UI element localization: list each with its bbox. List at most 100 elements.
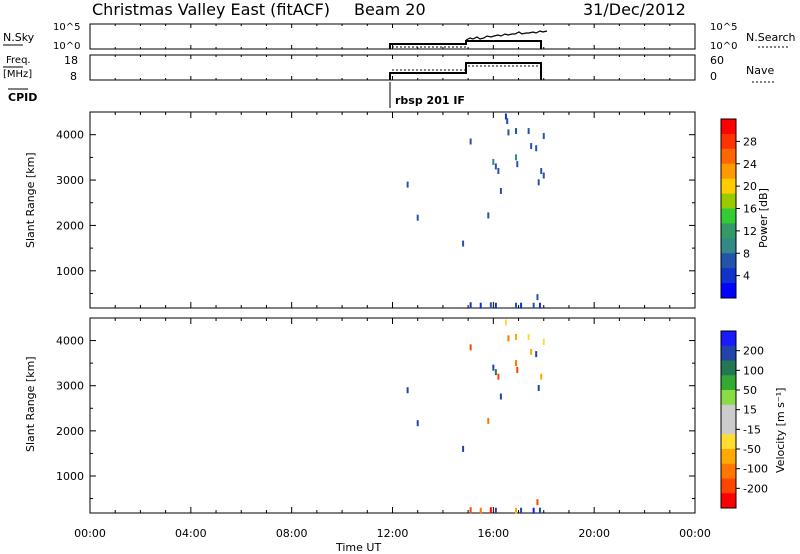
data-point (530, 348, 533, 355)
data-point (489, 302, 492, 309)
data-point (520, 302, 523, 309)
data-point (489, 507, 492, 514)
colorbar-cell (721, 419, 736, 435)
nsearch-tick-top: 10^5 (710, 22, 737, 33)
power-x-ticks (89, 112, 696, 308)
beam-title: Beam 20 (354, 0, 426, 19)
data-point (542, 172, 545, 179)
data-point (479, 302, 482, 309)
velocity-points (406, 319, 545, 514)
velocity-panel: 1000 2000 3000 4000 Slant Range [km] (24, 317, 696, 514)
freq-trace (389, 62, 542, 80)
x-tick-label: 20:00 (578, 527, 610, 540)
colorbar-label: -100 (743, 463, 768, 476)
data-point (499, 187, 502, 194)
colorbar-cell (721, 208, 736, 224)
freq-label: Freq. (6, 55, 31, 66)
data-point (416, 420, 419, 427)
data-point (536, 499, 539, 506)
freq-panel: Freq. [MHz] 18 8 60 0 Nave (3, 54, 776, 83)
x-axis-title: Time UT (335, 541, 381, 554)
data-point (515, 154, 518, 161)
data-point (499, 393, 502, 400)
x-tick-label: 00:00 (679, 527, 711, 540)
cpid-label: CPID (8, 91, 37, 104)
y-tick-label: 4000 (56, 335, 84, 348)
velocity-y-axis-label: Slant Range [km] (24, 356, 37, 452)
data-point (507, 335, 510, 342)
data-point (504, 319, 507, 326)
data-point (479, 507, 482, 514)
data-point (469, 302, 472, 309)
data-point (515, 128, 518, 135)
data-point (487, 212, 490, 219)
x-tick-label: 04:00 (175, 527, 207, 540)
data-point (532, 302, 535, 309)
colorbar-cell (721, 345, 736, 361)
data-point (520, 507, 523, 514)
data-point (538, 302, 541, 309)
power-y-axis-label: Slant Range [km] (24, 152, 37, 248)
data-point (494, 302, 497, 309)
colorbar-label: -200 (743, 482, 768, 495)
time-axis-labels: 00:00 04:00 08:00 12:00 16:00 20:00 00:00 (74, 24, 711, 540)
x-tick-label: 16:00 (477, 527, 509, 540)
nave-tick-bottom: 0 (710, 70, 717, 83)
data-point (536, 294, 539, 301)
nave-label: Nave (746, 64, 774, 77)
data-point (469, 507, 472, 514)
colorbar-cell (721, 223, 736, 239)
x-tick-label: 00:00 (74, 527, 106, 540)
data-point (494, 507, 497, 514)
colorbar-cell (721, 193, 736, 209)
data-point (537, 179, 540, 186)
data-point (537, 384, 540, 391)
power-panel: 1000 2000 3000 4000 Slant Range [km] (24, 111, 696, 309)
data-point (540, 373, 543, 380)
colorbar-label: 4 (743, 270, 750, 283)
data-point (516, 366, 519, 373)
y-tick-label: 4000 (56, 129, 84, 142)
colorbar-label: 28 (743, 135, 757, 148)
data-point (527, 333, 530, 340)
velocity-x-ticks (89, 318, 696, 513)
colorbar-cell (721, 253, 736, 269)
colorbar-cell (721, 478, 736, 494)
colorbar-cell (721, 375, 736, 391)
colorbar-label: 15 (743, 404, 757, 417)
nsky-tick-bottom: 10^0 (53, 41, 80, 52)
colorbar-cell (721, 163, 736, 180)
colorbar-label: 16 (743, 203, 757, 216)
data-point (542, 133, 545, 140)
freq-unit-label: [MHz] (3, 69, 32, 80)
data-point (487, 417, 490, 424)
colorbar-cell (721, 238, 736, 254)
colorbar-cell (721, 404, 736, 420)
nsky-noise (465, 30, 548, 41)
data-point (538, 507, 541, 514)
station-title: Christmas Valley East (fitACF) (92, 0, 330, 19)
nsky-label: N.Sky (3, 31, 35, 44)
data-point (494, 369, 497, 376)
data-point (492, 364, 495, 371)
colorbar-label: 24 (743, 158, 757, 171)
colorbar-cell (721, 178, 736, 195)
data-point (406, 387, 409, 394)
data-point (494, 163, 497, 170)
data-point (527, 128, 530, 135)
colorbar-label: -15 (743, 423, 761, 436)
data-point (515, 333, 518, 340)
data-point (506, 118, 509, 125)
nave-tick-top: 60 (710, 54, 724, 67)
velocity-colorbar-title: Velocity [m s⁻¹] (774, 388, 787, 473)
colorbar-cell (721, 463, 736, 479)
colorbar-cell (721, 119, 736, 135)
colorbar-cell (721, 390, 736, 406)
y-tick-label: 3000 (56, 174, 84, 187)
colorbar-label: 12 (743, 225, 757, 238)
data-point (535, 145, 538, 152)
y-tick-label: 2000 (56, 425, 84, 438)
colorbar-cell (721, 268, 736, 284)
power-points (406, 113, 545, 309)
date-title: 31/Dec/2012 (583, 0, 686, 19)
